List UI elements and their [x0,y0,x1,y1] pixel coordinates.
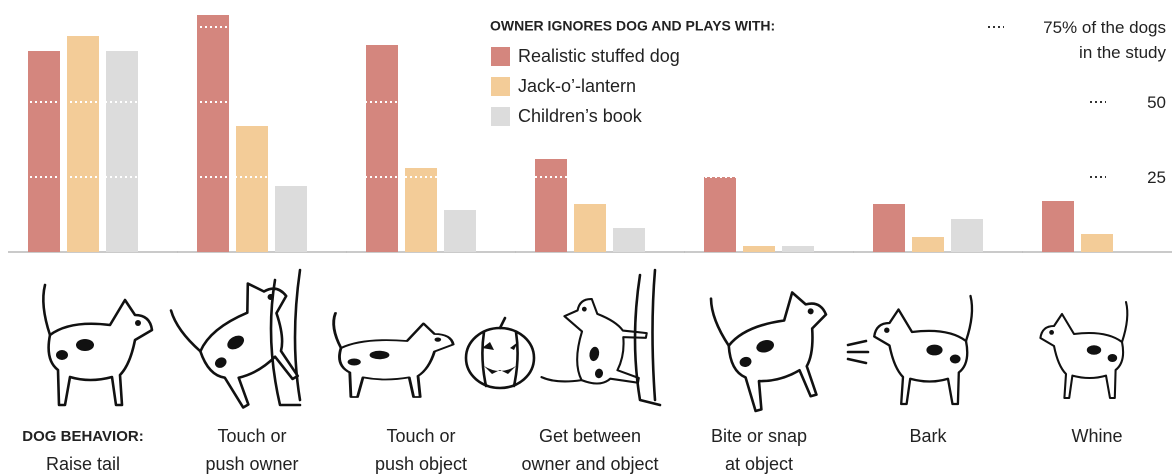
bar [951,219,983,252]
illustrations [42,255,1129,417]
bar [67,36,99,252]
x-tick-label: Bark [909,426,947,446]
bark-lines [846,339,870,365]
bar [1042,201,1074,252]
y-tick-label: 75% of the dogs in the study [1043,17,1166,62]
bar [782,246,814,252]
dog-illustration [1039,300,1129,400]
legend-title: OWNER IGNORES DOG AND PLAYS WITH: [490,18,775,34]
dog-illustration [873,294,974,406]
x-tick-label: push owner [205,454,298,474]
dog-illustration [168,255,325,417]
bar [106,51,138,252]
x-tick-label: Get between [539,426,641,446]
x-tick-label: at object [725,454,793,474]
x-tick-label: owner and object [521,454,658,474]
bar [236,126,268,252]
bar [1081,234,1113,252]
x-tick-label: Raise tail [46,454,120,474]
bar [535,159,567,252]
bar [366,45,398,252]
bar [405,168,437,252]
legend-swatch [491,107,510,126]
bar [28,51,60,252]
dog-illustration [42,283,154,407]
x-tick-label: Touch or [217,426,286,446]
legend-label: Realistic stuffed dog [518,46,680,66]
bar [912,237,944,252]
legend-label: Jack-o’-lantern [518,76,636,96]
bar [743,246,775,252]
x-tick-label: Touch or [386,426,455,446]
y-tick-label: 50 [1147,92,1166,112]
dog-illustration [332,311,455,399]
bar [873,204,905,252]
x-axis-label: DOG BEHAVIOR: [22,428,143,445]
x-tick-label: Bite or snap [711,426,807,446]
x-tick-label: Whine [1071,426,1122,446]
y-tick-label: 25 [1147,167,1166,187]
bar [613,228,645,252]
legend-label: Children’s book [518,106,643,126]
legend-swatch [491,77,510,96]
dog-illustration [708,269,847,417]
owner-legs [269,268,302,407]
bar [444,210,476,252]
bar [197,15,229,252]
legend-swatch [491,47,510,66]
bar [275,186,307,252]
pumpkin [464,316,536,390]
bar [574,204,606,252]
owner-legs [633,268,662,407]
x-tick-label: push object [375,454,467,474]
bar [704,177,736,252]
